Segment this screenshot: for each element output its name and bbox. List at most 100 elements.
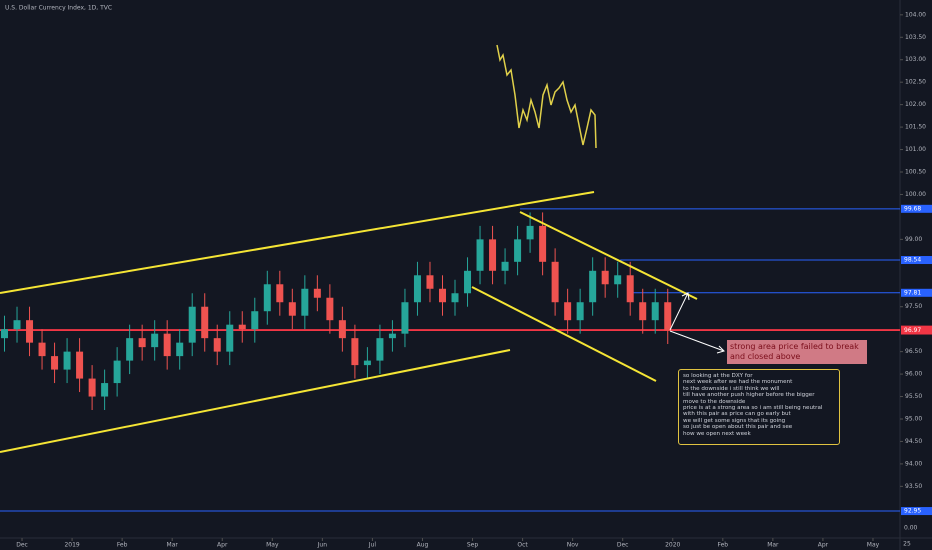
y-tick-label: 95.00 <box>905 415 922 422</box>
x-tick-label: 2020 <box>665 542 680 549</box>
note: so looking at the DXY for next week after… <box>678 369 840 445</box>
candle-body <box>464 270 472 294</box>
arrow-up <box>669 292 689 331</box>
candle-body <box>276 284 284 303</box>
note-line: so looking at the DXY for <box>683 373 753 379</box>
y-tick-label: 104.00 <box>905 11 926 18</box>
candle-body <box>564 302 572 321</box>
note-line: how we open next week <box>683 430 751 437</box>
arrow-right <box>669 330 725 352</box>
price-level-badge <box>901 326 932 335</box>
candle-body <box>614 275 622 285</box>
x-tick-label: Feb <box>717 542 728 549</box>
candle-body <box>451 293 459 303</box>
price-level-badge <box>901 256 932 265</box>
x-tick-label: Mar <box>167 542 179 549</box>
candle-body <box>651 302 659 321</box>
x-tick-label: Oct <box>517 542 528 549</box>
y-tick-label: 103.50 <box>905 34 926 41</box>
y-tick-label: 101.50 <box>905 124 926 131</box>
candle-body <box>101 383 109 397</box>
x-tick-label: Aug <box>417 542 429 549</box>
candle-body <box>313 288 321 298</box>
candle-body <box>476 239 484 271</box>
arrows <box>669 292 725 354</box>
projection-path <box>496 44 597 149</box>
candle-body <box>363 360 371 366</box>
channel-bottom <box>0 349 511 453</box>
y-tick-label: 94.50 <box>905 438 922 445</box>
arrow-head <box>716 345 725 354</box>
x-tick-label: Nov <box>567 542 579 549</box>
candle-body <box>489 239 497 271</box>
y-tick-label: 96.00 <box>905 371 922 378</box>
channel-top <box>0 191 595 294</box>
x-tick-label: Jun <box>317 542 328 549</box>
candle-body <box>601 270 609 285</box>
candle-body <box>251 311 259 330</box>
note-line: to the downside i still think we will <box>683 385 780 392</box>
y-tick-label: 94.00 <box>905 460 922 467</box>
x-tick-label: May <box>266 542 279 549</box>
candle-body <box>163 333 171 357</box>
x-tick-label: Apr <box>818 542 829 549</box>
trend-lines <box>0 191 698 453</box>
y-tick-label: 95.50 <box>905 393 922 400</box>
candle-body <box>301 288 309 316</box>
candle-body <box>288 302 296 316</box>
candle-body <box>13 320 21 330</box>
note-line: move to the downside <box>683 398 746 405</box>
candle-body <box>401 302 409 334</box>
candle-body <box>263 284 271 312</box>
candle-body <box>639 302 647 321</box>
wedge-top <box>519 211 698 300</box>
candle-body <box>188 306 196 343</box>
candle-body <box>526 225 534 240</box>
price-level-label: 99.68 <box>904 205 921 212</box>
candle-body <box>126 338 134 361</box>
candle-body <box>338 320 346 339</box>
axis-corner-label: 25 <box>903 541 911 548</box>
x-tick-label: Dec <box>16 542 28 549</box>
y-tick-label: 101.00 <box>905 146 926 153</box>
candle-body <box>213 338 221 352</box>
y-tick-label: 103.00 <box>905 56 926 63</box>
candle-body <box>76 351 84 379</box>
candle-body <box>501 261 509 271</box>
price-level-badge <box>901 288 932 297</box>
candle-body <box>589 270 597 303</box>
x-tick-label: Apr <box>217 542 228 549</box>
candle-body <box>626 275 634 303</box>
note-line: till have another push higher before the… <box>683 392 815 399</box>
candle-body <box>88 378 96 397</box>
candle-body <box>151 333 159 348</box>
candle-body <box>176 342 184 357</box>
price-level-label: 98.54 <box>904 257 921 264</box>
y-tick-label: 100.50 <box>905 168 926 175</box>
arrow-head <box>681 292 690 301</box>
candle-body <box>539 225 547 262</box>
x-tick-label: Jul <box>368 542 377 549</box>
candle-body <box>388 333 396 339</box>
candle-body <box>426 275 434 289</box>
price-level-label: 97.81 <box>904 289 921 296</box>
marks <box>0 208 900 512</box>
x-tick-label: Mar <box>767 542 779 549</box>
wedge-bottom <box>471 286 657 382</box>
candle-body <box>551 261 559 303</box>
candle-body <box>201 306 209 339</box>
candle-body <box>438 288 446 303</box>
price-level-label: 96.97 <box>904 327 921 334</box>
candle-body <box>576 302 584 321</box>
candle-body <box>113 360 121 384</box>
note-line: so just be open about this pair and see <box>683 424 793 431</box>
candle-body <box>376 338 384 361</box>
candle-body <box>326 297 334 321</box>
x-tick-label: Dec <box>617 542 629 549</box>
note-line: next week after we had the monument <box>683 379 793 386</box>
callout: strong area price failed to break and cl… <box>727 340 867 364</box>
y-tick-label: 102.50 <box>905 79 926 86</box>
price-level-label: 92.95 <box>904 508 921 515</box>
candle-body <box>413 275 421 303</box>
